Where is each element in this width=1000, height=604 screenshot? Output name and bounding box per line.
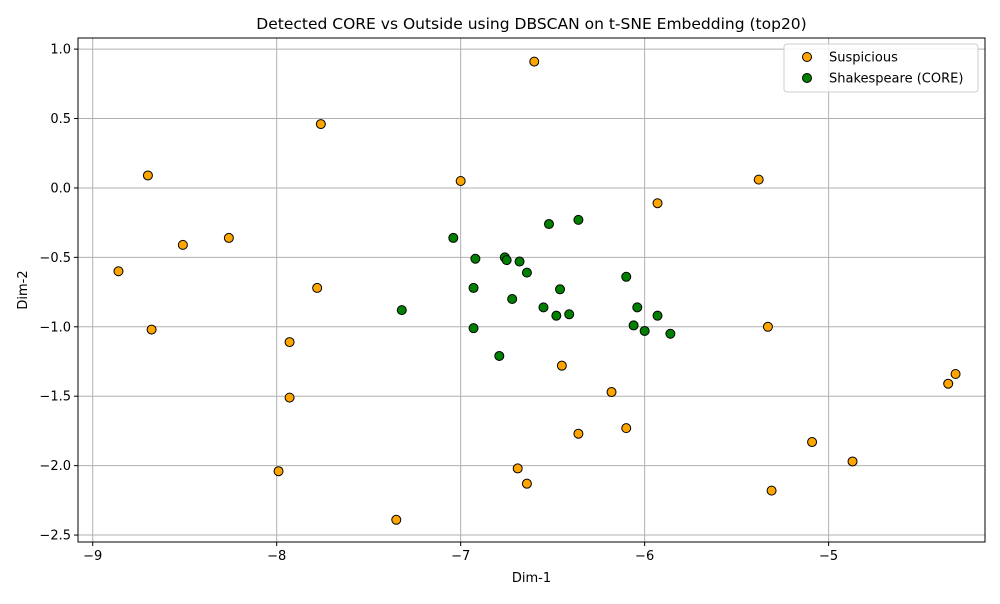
core-point [470, 253, 481, 264]
suspicious-point [391, 514, 402, 525]
suspicious-point [847, 456, 858, 467]
core-point [543, 219, 554, 230]
suspicious-point [512, 463, 523, 474]
suspicious-point [223, 232, 234, 243]
legend-label-suspicious: Suspicious [829, 51, 898, 66]
axis-ticks: −9 −8 −7 −6 −5 −2.5 −2.0 −1.5 −1.0 −0.5 0.0 0.5 1.0 [39, 43, 838, 564]
suspicious-point [312, 282, 323, 293]
core-point [538, 302, 549, 313]
legend-marker-core [802, 73, 812, 83]
suspicious-point [807, 437, 818, 448]
suspicious-point [146, 324, 157, 335]
suspicious-point [142, 170, 153, 181]
core-point [632, 302, 643, 313]
legend-marker-suspicious [802, 52, 812, 62]
x-tick-label: −9 [83, 549, 102, 564]
core-point [573, 214, 584, 225]
suspicious-point [943, 378, 954, 389]
core-point [665, 328, 676, 339]
grid-lines [78, 38, 985, 542]
plot-area-frame [77, 37, 986, 543]
suspicious-point [950, 369, 961, 379]
suspicious-point [284, 392, 295, 403]
x-tick-label: −6 [635, 549, 654, 564]
x-tick-label: −8 [267, 549, 286, 564]
suspicious-point [315, 119, 326, 130]
core-point [621, 271, 632, 282]
core-point [639, 325, 650, 336]
core-point [564, 309, 575, 320]
suspicious-point [521, 478, 532, 489]
core-point [555, 284, 566, 295]
x-tick-label: −5 [819, 549, 838, 564]
suspicious-point [652, 198, 663, 209]
suspicious-point [606, 387, 617, 398]
y-tick-label: 1.0 [50, 43, 71, 58]
core-point [448, 232, 459, 243]
suspicious-point [762, 321, 773, 332]
suspicious-point [753, 174, 764, 185]
suspicious-point [621, 423, 632, 434]
x-tick-label: −7 [451, 549, 470, 564]
core-point [507, 294, 518, 305]
core-point [468, 282, 479, 293]
y-tick-label: −1.5 [39, 390, 71, 405]
suspicious-point [273, 466, 284, 477]
x-axis-label: Dim-1 [512, 571, 551, 586]
core-point [396, 305, 407, 316]
y-tick-label: −2.5 [39, 529, 71, 544]
suspicious-point [766, 485, 777, 496]
legend-label-core: Shakespeare (CORE) [829, 72, 963, 87]
suspicious-point [556, 360, 567, 371]
y-tick-label: 0.5 [50, 112, 71, 127]
suspicious-point [573, 428, 584, 439]
suspicious-point [284, 337, 295, 348]
core-point [628, 320, 639, 331]
legend-frame [783, 43, 979, 93]
core-point [501, 255, 512, 266]
core-point [468, 323, 479, 334]
core-point [514, 256, 525, 267]
y-tick-label: −2.0 [39, 459, 71, 474]
core-point [494, 350, 505, 361]
core-point [551, 310, 562, 321]
chart-title: Detected CORE vs Outside using DBSCAN on… [256, 15, 806, 33]
data-points [113, 56, 961, 525]
core-point [521, 267, 532, 278]
y-tick-label: 0.0 [50, 181, 71, 196]
suspicious-point [113, 266, 124, 277]
legend: Suspicious Shakespeare (CORE) [783, 43, 979, 93]
y-tick-label: −1.0 [39, 320, 71, 335]
suspicious-point [455, 176, 466, 187]
y-tick-label: −0.5 [39, 251, 71, 266]
core-point [652, 310, 663, 321]
suspicious-point [177, 239, 188, 250]
y-axis-label: Dim-2 [16, 270, 31, 309]
suspicious-point [529, 56, 540, 67]
